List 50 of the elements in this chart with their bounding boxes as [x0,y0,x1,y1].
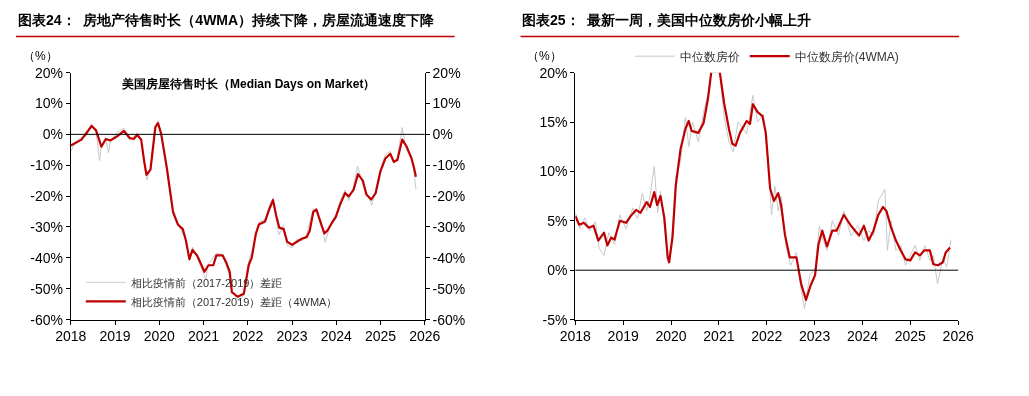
y2-tick-label: -10% [432,157,466,174]
y-tick-label: 5% [547,212,568,229]
y-tick-label: 20% [35,64,64,81]
y-tick-label: -5% [542,311,568,328]
chart-subtitle: 美国房屋待售时长（Median Days on Market） [121,77,376,91]
y-tick-label: 20% [539,64,568,81]
y-tick-label: -40% [30,249,64,266]
y-tick-label: 0% [547,262,568,279]
x-tick-label: 2023 [276,328,308,345]
y2-tick-label: -60% [432,311,466,328]
y2-tick-label: 20% [432,64,461,81]
y-tick-label: -30% [30,218,64,235]
y2-tick-label: -30% [432,218,466,235]
x-tick-label: 2019 [99,328,131,345]
y-tick-label: 10% [35,95,64,112]
chart-title: 图表25： 最新一周，美国中位数房价小幅上升 [522,12,812,28]
y2-tick-label: 0% [432,126,453,143]
x-tick-label: 2022 [751,328,783,345]
legend-label: 相比疫情前（2017-2019）差距（4WMA） [130,295,338,308]
x-tick-label: 2020 [655,328,687,345]
y-tick-label: -50% [30,280,64,297]
y2-tick-label: -40% [432,249,466,266]
y2-tick-label: -20% [432,188,466,204]
x-tick-label: 2018 [55,328,87,345]
x-tick-label: 2020 [143,328,176,345]
x-tick-label: 2025 [894,328,927,345]
x-tick-label: 2025 [364,328,397,345]
x-tick-label: 2021 [187,328,220,345]
y2-tick-label: -50% [432,280,466,297]
x-tick-label: 2026 [409,328,441,345]
x-tick-label: 2024 [320,328,353,345]
y-axis-title: （%） [23,49,58,63]
x-tick-label: 2026 [942,328,974,345]
y-axis-title: （%） [527,49,562,63]
y-tick-label: 10% [539,163,568,180]
x-tick-label: 2018 [559,328,592,345]
y-tick-label: -60% [30,311,64,328]
chart-title: 图表24： 房地产待售时长（4WMA）持续下降，房屋流通速度下降 [18,12,436,28]
x-tick-label: 2019 [607,328,639,345]
y-tick-label: -10% [30,157,64,174]
y-tick-label: 15% [539,113,568,130]
x-tick-label: 2024 [846,328,879,345]
y-tick-label: -20% [30,188,64,204]
y-tick-label: 0% [42,126,64,143]
x-tick-label: 2023 [799,328,831,345]
x-tick-label: 2022 [232,328,264,345]
legend-label: 中位数房价(4WMA) [794,49,899,64]
y2-tick-label: 10% [432,95,461,112]
x-tick-label: 2021 [703,328,735,345]
legend-label: 中位数房价 [679,49,740,64]
